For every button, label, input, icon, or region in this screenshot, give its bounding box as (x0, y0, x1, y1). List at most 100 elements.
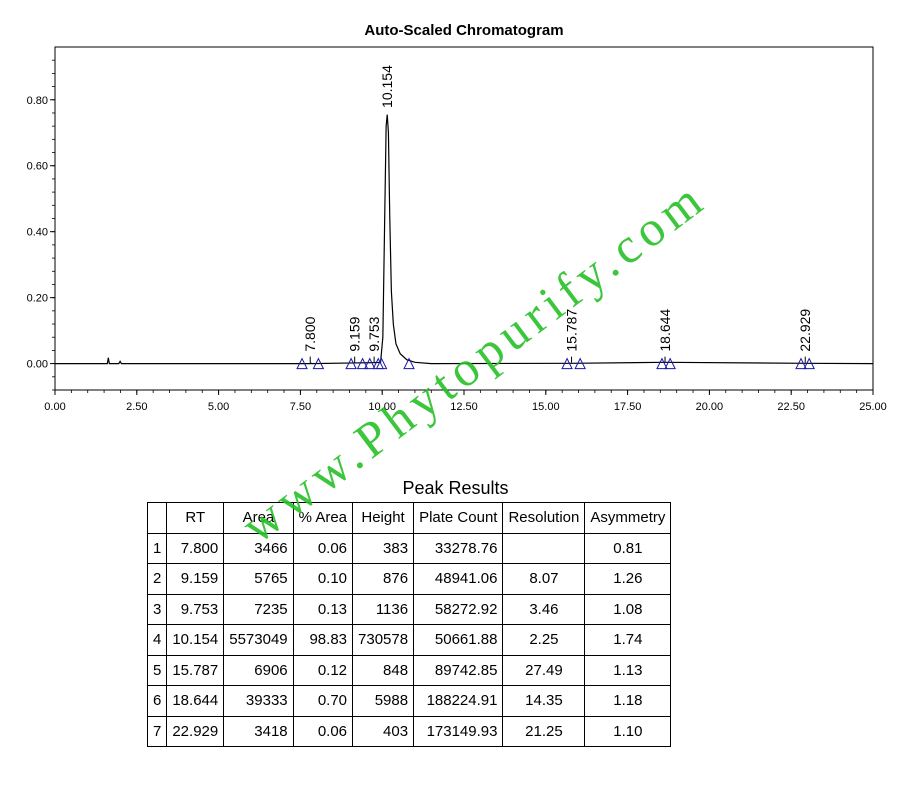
table-cell: 730578 (352, 624, 415, 656)
chromatogram-trace (55, 114, 874, 365)
column-header: % Area (292, 502, 354, 534)
x-tick-label: 0.00 (44, 401, 65, 413)
x-tick-label: 10.00 (368, 401, 396, 413)
peak-label: 10.154 (379, 65, 395, 108)
column-header (146, 502, 168, 534)
table-cell: 188224.91 (413, 685, 504, 717)
x-tick-label: 12.50 (450, 401, 478, 413)
table-cell: 3418 (223, 715, 294, 747)
table-cell: 58272.92 (413, 593, 504, 625)
peak-label: 18.644 (657, 309, 673, 352)
baseline-marker (363, 357, 376, 370)
table-cell: 0.70 (292, 685, 354, 717)
table-row: 1 7.800 3466 0.06 383 33278.76 0.81 (146, 532, 672, 564)
y-tick-label: 0.20 (27, 293, 48, 305)
table-cell: 1.08 (584, 593, 672, 625)
table-cell: 1 (146, 532, 168, 564)
table-cell: 0.13 (292, 593, 354, 625)
peak-label: 7.800 (302, 316, 318, 351)
y-tick-label: 0.00 (27, 359, 48, 371)
baseline-marker (561, 357, 573, 370)
table-cell: 383 (352, 532, 415, 564)
x-tick-label: 20.00 (696, 401, 724, 413)
table-cell: 2.25 (502, 624, 586, 656)
table-cell: 7235 (223, 593, 294, 625)
table-cell: 2 (146, 563, 168, 595)
y-tick-label: 0.60 (27, 161, 48, 173)
baseline-marker (574, 357, 586, 370)
baseline-marker (795, 357, 807, 370)
table-cell: 7.800 (166, 532, 225, 564)
table-row: 2 9.159 5765 0.10 876 48941.06 8.07 1.26 (146, 563, 672, 595)
baseline-marker (345, 357, 357, 370)
table-cell: 89742.85 (413, 654, 504, 686)
table-cell: 14.35 (502, 685, 586, 717)
table-cell: 3.46 (502, 593, 586, 625)
table-cell: 0.10 (292, 563, 354, 595)
table-cell: 1.26 (584, 563, 672, 595)
table-cell: 876 (352, 563, 415, 595)
peak-label: 9.159 (347, 316, 363, 351)
peak-label: 22.929 (797, 309, 813, 352)
peak-label: 9.753 (366, 316, 382, 351)
column-header: Plate Count (413, 502, 504, 534)
table-cell: 7 (146, 715, 168, 747)
table-cell: 3466 (223, 532, 294, 564)
peak-results-table: RT Area% Area Height Plate Count Resolution A… (146, 502, 672, 747)
table-cell: 0.06 (292, 715, 354, 747)
table-cell: 9.159 (166, 563, 225, 595)
baseline-marker (664, 357, 676, 370)
table-cell (502, 532, 586, 564)
table-header-row: RT Area% Area Height Plate Count Resolution A… (146, 502, 672, 534)
table-cell: 4 (146, 624, 168, 656)
x-tick-label: 15.00 (532, 401, 560, 413)
baseline-marker (312, 357, 325, 370)
table-row: 4 10.154 5573049 98.83 730578 50661.88 2.25 1.7… (146, 624, 672, 656)
baseline-marker (375, 357, 388, 370)
baseline-marker (803, 357, 816, 370)
table-cell: 9.753 (166, 593, 225, 625)
table-cell: 39333 (223, 685, 294, 717)
table-cell: 5765 (223, 563, 294, 595)
table-cell: 5988 (352, 685, 415, 717)
table-cell: 22.929 (166, 715, 225, 747)
peak-label: 15.787 (564, 309, 580, 352)
column-header: Asymmetry (584, 502, 672, 534)
x-tick-label: 2.50 (126, 401, 147, 413)
table-cell: 1136 (352, 593, 415, 625)
table-cell: 50661.88 (413, 624, 504, 656)
table-cell: 1.10 (584, 715, 672, 747)
baseline-marker (403, 357, 415, 370)
table-cell: 98.83 (292, 624, 354, 656)
chart-canvas: Auto-Scaled Chromatogram 0.00 0.20 0.40 0.60… (27, 22, 887, 413)
table-cell: 27.49 (502, 654, 586, 686)
x-tick-label: 22.50 (777, 401, 805, 413)
table-cell: 6 (146, 685, 168, 717)
x-tick-label: 5.00 (208, 401, 229, 413)
table-cell: 0.06 (292, 532, 354, 564)
table-cell: 848 (352, 654, 415, 686)
y-tick-label: 0.40 (27, 227, 48, 239)
x-tick-label: 7.50 (290, 401, 311, 413)
x-tick-label: 25.00 (859, 401, 887, 413)
table-cell: 1.74 (584, 624, 672, 656)
table-cell: 33278.76 (413, 532, 504, 564)
table-cell: 3 (146, 593, 168, 625)
table-row: 5 15.787 6906 0.12 848 89742.85 27.49 1.13 (146, 654, 672, 686)
table-cell: 403 (352, 715, 415, 747)
table-row: 7 22.929 3418 0.06 403 173149.93 21.25 1.10 (146, 715, 672, 747)
column-header: Resolution (502, 502, 586, 534)
column-header: Height (352, 502, 415, 534)
table-cell: 0.81 (584, 532, 672, 564)
table-cell: 10.154 (166, 624, 225, 656)
column-header: RT (166, 502, 225, 534)
column-header: Area (223, 502, 294, 534)
baseline-marker (356, 357, 369, 370)
chart-title: Auto-Scaled Chromatogram (364, 22, 563, 39)
table-cell: 48941.06 (413, 563, 504, 595)
y-tick-label: 0.80 (27, 95, 48, 107)
table-row: 6 18.644 39333 0.70 5988 188224.91 14.35 1.18 (146, 685, 672, 717)
table-cell: 6906 (223, 654, 294, 686)
table-cell: 0.12 (292, 654, 354, 686)
table-row: 3 9.753 7235 0.13 1136 58272.92 3.46 1.08 (146, 593, 672, 625)
